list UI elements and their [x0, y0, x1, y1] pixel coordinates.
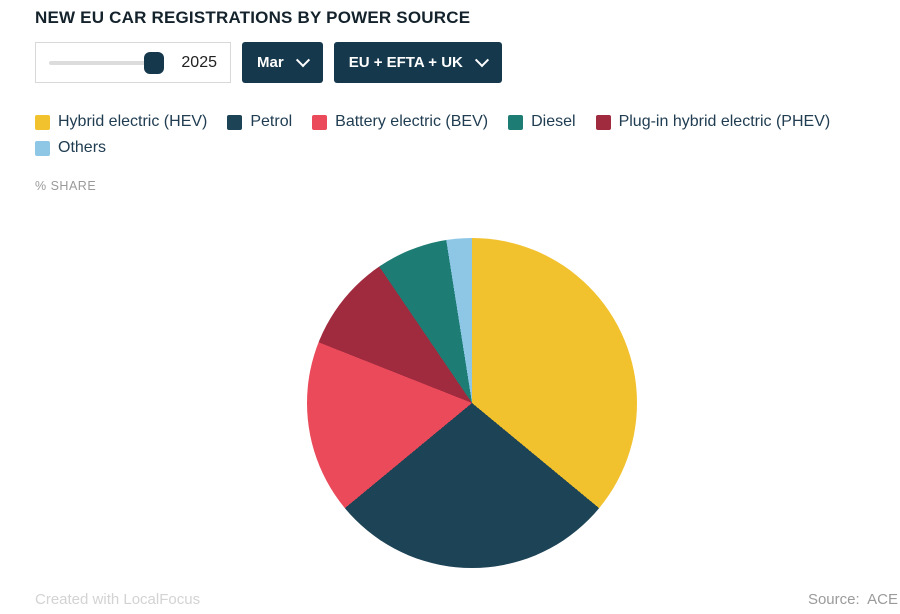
chevron-down-icon [474, 52, 489, 67]
page-title: NEW EU CAR REGISTRATIONS BY POWER SOURCE [35, 8, 471, 27]
region-dropdown[interactable]: EU + EFTA + UK [333, 42, 502, 83]
month-dropdown[interactable]: Mar [242, 42, 323, 83]
legend-item-1: Petrol [227, 113, 292, 131]
legend-swatch-icon [35, 114, 50, 130]
controls-bar: 2025 Mar EU + EFTA + UK [35, 42, 900, 83]
legend-swatch-icon [35, 140, 50, 156]
legend-label: Hybrid electric (HEV) [58, 113, 208, 130]
legend-swatch-icon [508, 114, 524, 130]
chevron-down-icon [295, 52, 310, 67]
legend-item-2: Battery electric (BEV) [312, 113, 488, 131]
year-slider-track[interactable] [49, 51, 164, 74]
legend-item-0: Hybrid electric (HEV) [35, 113, 207, 131]
legend-swatch-icon [595, 114, 611, 130]
legend-label: Petrol [250, 113, 293, 130]
legend-item-5: Others [35, 139, 106, 157]
legend-label: Plug-in hybrid electric (PHEV) [618, 113, 831, 130]
legend-label: Battery electric (BEV) [335, 113, 489, 130]
source-text: Source: ACE [807, 591, 898, 608]
legend-item-3: Diesel [508, 113, 576, 131]
legend-label: Others [58, 139, 107, 156]
credit-text: Created with LocalFocus [35, 591, 201, 608]
year-slider-thumb[interactable] [144, 51, 164, 74]
month-dropdown-label: Mar [257, 54, 284, 71]
legend-item-4: Plug-in hybrid electric (PHEV) [595, 113, 831, 131]
year-slider[interactable]: 2025 [35, 42, 231, 83]
unit-label: % SHARE [35, 179, 97, 193]
legend-label: Diesel [531, 113, 576, 130]
pie-chart[interactable] [307, 238, 637, 568]
legend-swatch-icon [227, 114, 243, 130]
region-dropdown-label: EU + EFTA + UK [348, 54, 463, 71]
legend-swatch-icon [312, 114, 328, 130]
year-value: 2025 [181, 53, 217, 71]
legend: Hybrid electric (HEV) Petrol Battery elect… [35, 113, 900, 157]
